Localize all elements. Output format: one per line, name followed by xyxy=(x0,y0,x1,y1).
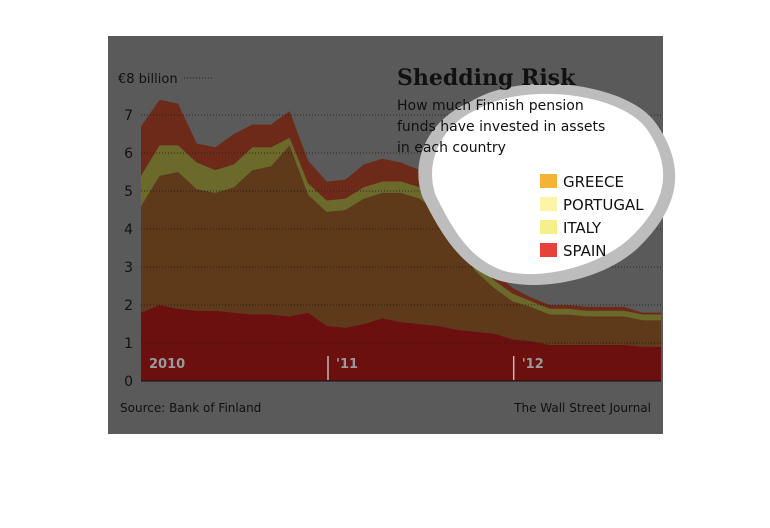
y-tick-label: 0 xyxy=(124,374,133,390)
x-tick-label: '11 xyxy=(336,357,358,372)
y-tick-label: 4 xyxy=(124,222,133,238)
grid xyxy=(141,114,661,382)
y-tick-label: 5 xyxy=(124,184,133,200)
legend-label-portugal: PORTUGAL xyxy=(563,196,644,214)
legend-swatch-italy xyxy=(540,220,557,234)
area-italy xyxy=(141,145,661,347)
area-series xyxy=(141,99,661,381)
y-tick-label: 3 xyxy=(124,260,133,276)
y-top-label: €8 billion xyxy=(118,72,178,87)
legend-swatch-portugal xyxy=(540,197,557,211)
axis-ticks: 0 1 2 3 4 5 6 7 2010 '11 '12 xyxy=(124,108,544,390)
legend-label-italy: ITALY xyxy=(563,219,602,237)
x-tick-label: '12 xyxy=(522,357,544,372)
source-label: Source: Bank of Finland xyxy=(120,401,261,415)
subtitle-line-2: funds have invested in assets xyxy=(397,119,605,135)
x-tick-label: 2010 xyxy=(149,357,185,372)
legend-swatch-greece xyxy=(540,174,557,188)
y-tick-label: 7 xyxy=(124,108,133,124)
credit-label: The Wall Street Journal xyxy=(513,401,651,415)
legend-swatch-spain xyxy=(540,243,557,257)
area-spain xyxy=(141,305,661,381)
subtitle-line-3: in each country xyxy=(397,140,506,156)
subtitle-line-1: How much Finnish pension xyxy=(397,98,584,114)
y-tick-label: 2 xyxy=(124,298,133,314)
chart-title: Shedding Risk xyxy=(397,65,576,91)
legend: GREECE PORTUGAL ITALY SPAIN xyxy=(540,173,644,260)
y-tick-label: 1 xyxy=(124,336,133,352)
legend-label-spain: SPAIN xyxy=(563,242,607,260)
y-tick-label: 6 xyxy=(124,146,133,162)
legend-label-greece: GREECE xyxy=(563,173,624,191)
